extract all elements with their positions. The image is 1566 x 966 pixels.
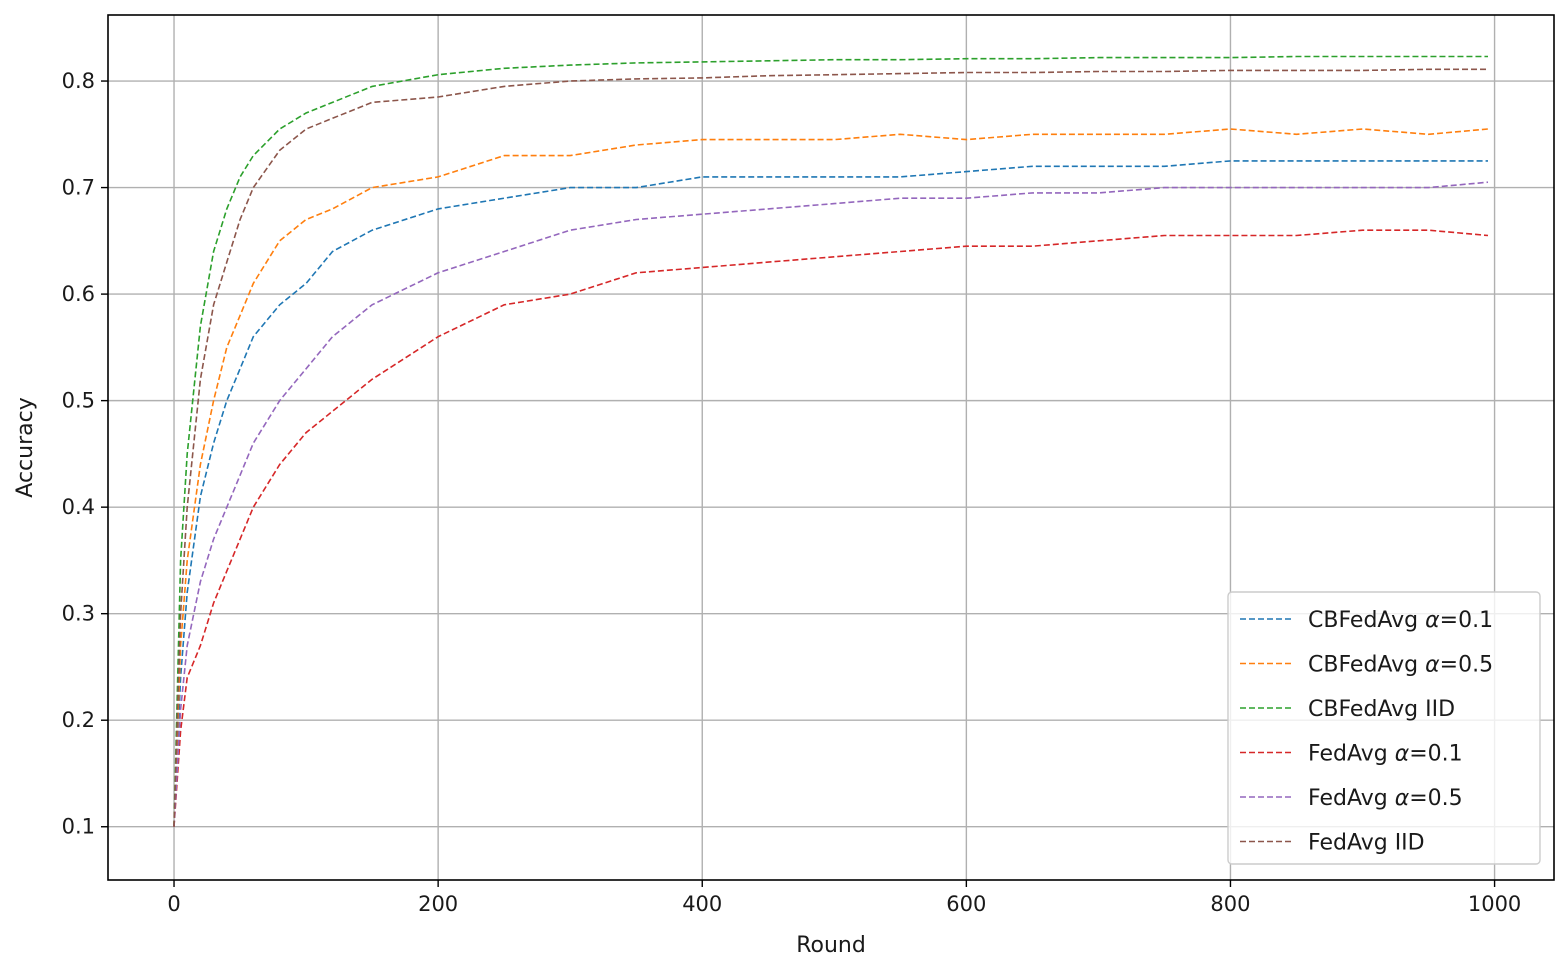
x-tick-label: 800: [1210, 892, 1250, 916]
y-axis-label: Accuracy: [13, 397, 38, 497]
y-tick-label: 0.2: [62, 708, 95, 732]
series-lines: [173, 55, 1489, 827]
series-line: [173, 181, 1489, 827]
y-tick-label: 0.3: [62, 602, 95, 626]
x-axis-label: Round: [796, 933, 866, 958]
series-line: [173, 128, 1489, 827]
legend-label: CBFedAvg IID: [1308, 697, 1455, 722]
plot-area-frame: [107, 14, 1555, 881]
y-tick-label: 0.4: [62, 495, 95, 519]
x-tick-label: 0: [167, 892, 180, 916]
y-tick-label: 0.7: [62, 176, 95, 200]
y-tick-label: 0.8: [62, 69, 95, 93]
y-tick-label: 0.6: [62, 282, 95, 306]
grid: [108, 15, 1554, 880]
legend-label: FedAvg IID: [1308, 831, 1425, 856]
series-line: [173, 55, 1488, 827]
series-line: [173, 68, 1488, 827]
y-tick-label: 0.1: [62, 815, 95, 839]
legend-box: [1227, 591, 1541, 865]
series-line: [173, 160, 1488, 827]
x-tick-label: 400: [682, 892, 722, 916]
x-tick-label: 1000: [1468, 892, 1521, 916]
legend-label: CBFedAvg α=0.1: [1308, 608, 1493, 633]
legend-label: CBFedAvg α=0.5: [1308, 653, 1493, 678]
y-tick-label: 0.5: [62, 389, 95, 413]
x-tick-label: 600: [946, 892, 986, 916]
x-tick-label: 200: [418, 892, 458, 916]
ticks: 0 200 400 600 800 1000 0.1 0.2 0.3 0.4 0.5 0.6 0.7 0.…: [62, 69, 1522, 916]
legend: CBFedAvg α=0.1 CBFedAvg α=0.5 CBFedAvg IID…: [1227, 591, 1541, 865]
legend-label: FedAvg α=0.5: [1308, 786, 1463, 811]
legend-label: FedAvg α=0.1: [1308, 742, 1463, 767]
